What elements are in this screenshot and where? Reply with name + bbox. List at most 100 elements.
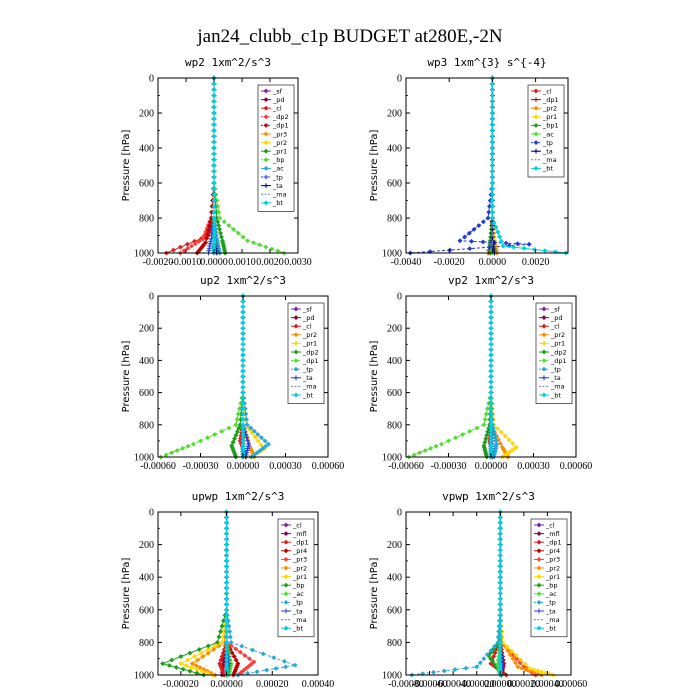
series-point-tp (254, 669, 260, 675)
series-point-tp (281, 658, 288, 664)
y-tick-label: 600 (139, 605, 154, 616)
legend-entry: _pr2 (550, 331, 565, 339)
series-point-bt (497, 574, 503, 580)
x-tick-label: -0.00030 (183, 461, 219, 472)
legend-entry: _pr3 (272, 130, 287, 138)
legend-entry: _tp (545, 599, 556, 607)
series-point-dp1 (417, 450, 423, 456)
series-point-dp2 (185, 245, 191, 251)
legend-entry: _ma (292, 616, 307, 624)
legend-entry: _bp1 (542, 122, 559, 130)
series-point-bt (211, 151, 217, 157)
legend-entry: _pd (272, 96, 285, 104)
legend-entry: _ta (545, 607, 556, 615)
series-point-dp1 (185, 443, 191, 449)
chart-panel-3: up2 1xm^2/s^3 Pressure [hPa] 0 200 400 600 800… (121, 274, 344, 472)
series-point-bt (488, 363, 494, 369)
series-point-pr1 (192, 653, 198, 660)
legend-entry: _ac (272, 165, 284, 173)
legend-entry: _ac (545, 590, 557, 598)
series-point-bt (211, 127, 217, 134)
series-point-bt (488, 325, 494, 331)
series-point-pr1 (538, 669, 545, 675)
series-point-tp (486, 209, 492, 215)
legend-entry: _bt (272, 199, 283, 207)
series-point-tp (480, 219, 486, 225)
series-point-dp1 (197, 438, 204, 444)
x-tick-label: 0.0030 (284, 257, 312, 268)
legend-entry: _pr4 (545, 547, 560, 555)
series-point-tp (467, 246, 473, 252)
legend-entry: _ta (550, 374, 561, 382)
legend-marker (533, 165, 539, 171)
series-point-bt (497, 542, 503, 548)
panel-title: vpwp 1xm^2/s^3 (442, 490, 535, 503)
series-point-tp (485, 215, 491, 221)
x-tick-label: 0.00060 (560, 461, 593, 472)
series-point-tp (447, 247, 453, 253)
series-point-bt (224, 536, 230, 542)
y-tick-label: 200 (139, 540, 154, 551)
legend-marker (533, 105, 539, 111)
y-tick-label: 800 (387, 420, 402, 431)
series-point-pr1 (255, 438, 261, 444)
series-point-pr1 (178, 661, 184, 667)
legend-marker (533, 88, 539, 94)
series-point-bt (489, 81, 495, 87)
series-point-tp (249, 647, 256, 653)
x-tick-label: -0.0020 (143, 257, 174, 268)
series-point-dp1 (422, 448, 428, 454)
y-tick-label: 600 (387, 605, 402, 616)
series-group (163, 75, 287, 256)
legend-entry: _pr1 (292, 573, 307, 581)
y-tick-label: 0 (149, 292, 154, 303)
legend-marker (263, 183, 269, 188)
series-point-bt (488, 304, 494, 310)
series-point-bt (497, 531, 503, 537)
series-point-bt (497, 596, 503, 602)
y-tick-label: 0 (397, 292, 402, 303)
panel-title: upwp 1xm^2/s^3 (192, 490, 285, 503)
legend-marker (263, 200, 269, 206)
series-point-bt (224, 525, 230, 531)
legend-marker (263, 122, 269, 128)
chart-panel-5: upwp 1xm^2/s^3 Pressure [hPa] 0 200 400 600 80… (121, 490, 334, 690)
series-point-bp (226, 223, 232, 229)
legend-marker (533, 97, 539, 102)
legend-marker (533, 114, 539, 120)
series-point-bt (489, 209, 495, 215)
series-point-pr1 (217, 230, 224, 236)
legend-entry: _sf (272, 87, 283, 95)
series-point-dp2 (236, 425, 242, 431)
panel-title: wp3 1xm^{3} s^{-4} (427, 56, 546, 69)
series-point-tp (292, 662, 298, 668)
series-point-bt (488, 368, 494, 374)
series-point-bp (235, 230, 241, 236)
x-tick-label: 0.0000 (200, 257, 228, 268)
series-point-tp (273, 665, 279, 672)
series-point-dp1 (474, 425, 480, 431)
legend-entry: _cl (545, 521, 555, 529)
legend-entry: _bt (292, 625, 303, 633)
series-point-bt (521, 245, 527, 251)
series-point-bt (240, 384, 246, 390)
series-point-bt (500, 243, 506, 249)
series-point-bt (211, 180, 217, 186)
series-point-tp (526, 241, 532, 247)
series-point-bt (497, 601, 503, 607)
legend-entry: _dp2 (302, 348, 319, 356)
series-point-bp (240, 234, 246, 240)
x-tick-label: 0.00020 (256, 679, 289, 690)
series-point-bt (211, 192, 217, 198)
y-tick-label: 400 (387, 356, 402, 367)
legend: _cl_mfl_dp1_pr4_pr3_pr2_pr1_bp_ac_tp_ta_… (530, 518, 568, 638)
legend-entry: _pr2 (272, 139, 287, 147)
series-point-tp (228, 639, 234, 645)
x-tick-label: 0.0020 (256, 257, 284, 268)
y-tick-label: 600 (139, 179, 154, 190)
y-tick-label: 400 (387, 144, 402, 155)
legend-entry: _cl (272, 105, 282, 113)
y-axis-label: Pressure [hPa] (121, 341, 132, 413)
series-point-bt (224, 574, 230, 580)
legend-marker (533, 131, 539, 137)
